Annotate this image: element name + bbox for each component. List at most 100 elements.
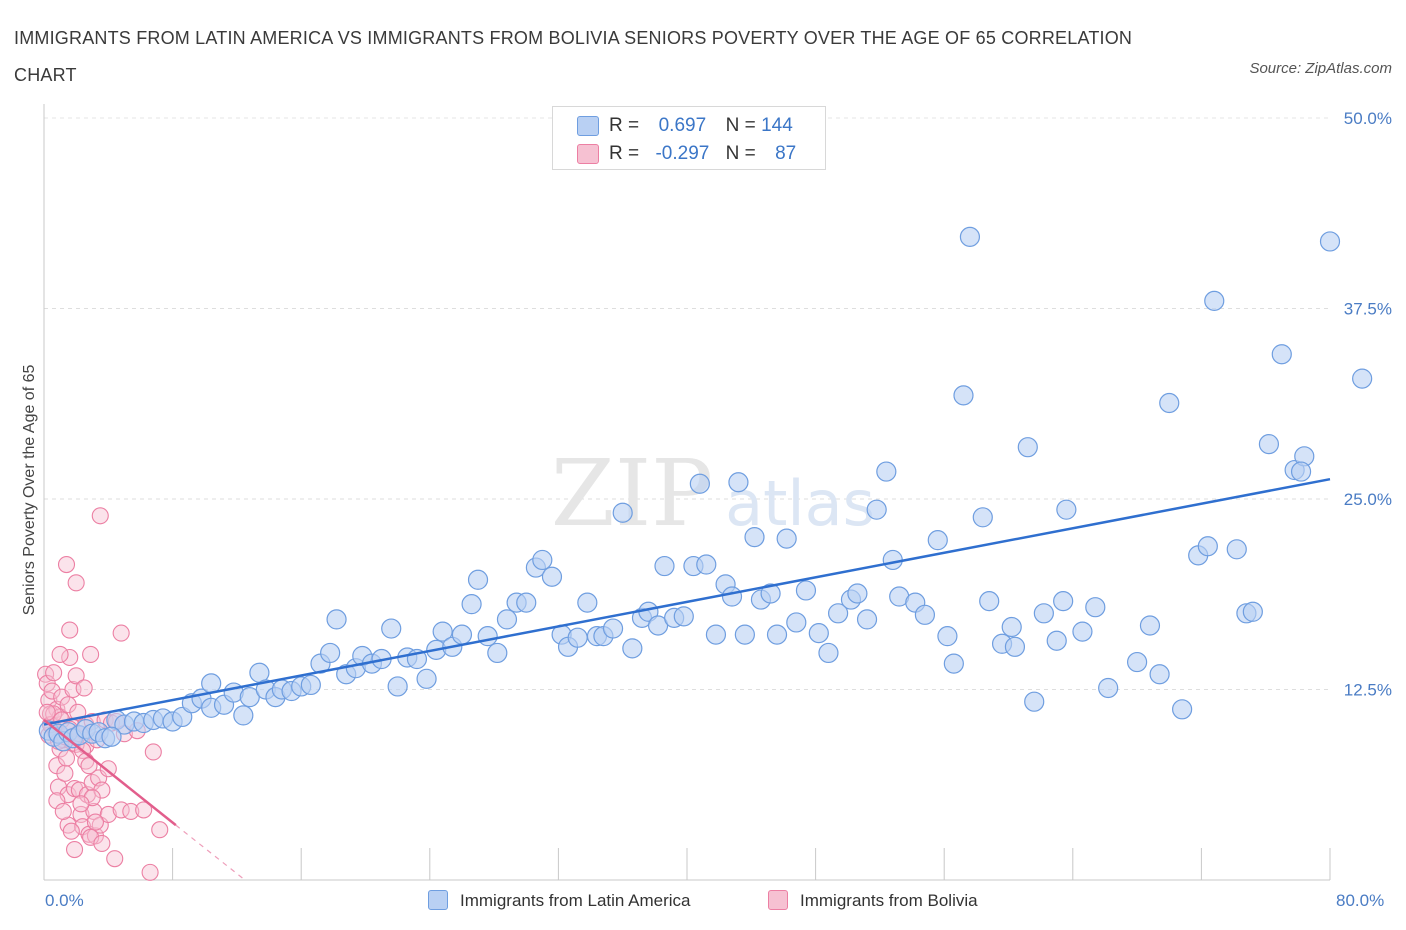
series-legend-bolivia: Immigrants from Bolivia (768, 890, 978, 911)
data-point-bolivia (75, 679, 93, 697)
gridlines (44, 117, 1330, 690)
legend-swatch-blue (428, 890, 448, 910)
data-point-bolivia (61, 621, 79, 639)
data-point-latin-america (876, 461, 897, 482)
data-point-latin-america (532, 549, 553, 571)
data-point-latin-america (172, 706, 193, 728)
data-point-latin-america (1046, 630, 1067, 651)
chart-title: IMMIGRANTS FROM LATIN AMERICA VS IMMIGRA… (14, 28, 1133, 85)
data-point-latin-america (567, 627, 588, 648)
data-point-bolivia (62, 822, 80, 840)
legend-swatch-blue (577, 116, 599, 136)
data-point-latin-america (1159, 392, 1180, 414)
series-name: Immigrants from Bolivia (800, 891, 978, 910)
data-point-bolivia (57, 555, 76, 574)
data-point-latin-america (1139, 615, 1161, 636)
data-point-latin-america (953, 385, 974, 406)
data-point-latin-america (673, 606, 694, 627)
legend-swatch-pink (768, 890, 788, 910)
data-point-bolivia (99, 805, 117, 824)
data-point-latin-america (696, 554, 717, 575)
stats-legend: R = 0.697 N = 144 R = -0.297 N = 87 (552, 106, 826, 170)
x-tick-label-min: 0.0% (45, 891, 84, 910)
legend-r-label: R = (609, 143, 640, 164)
legend-r-value: 0.697 (658, 115, 707, 136)
data-point-bolivia (54, 802, 72, 820)
data-point-latin-america (233, 705, 254, 726)
data-point-latin-america (577, 592, 598, 613)
trend-line-latin-america (43, 477, 1331, 726)
data-point-latin-america (1319, 231, 1341, 252)
data-point-bolivia (151, 821, 169, 839)
data-point-latin-america (1024, 691, 1045, 712)
data-point-latin-america (1197, 536, 1218, 557)
data-point-bolivia (91, 507, 109, 525)
legend-n-value: 87 (775, 143, 797, 164)
trend-line-bolivia-extension (175, 824, 246, 881)
data-point-latin-america (856, 609, 878, 630)
data-point-latin-america (461, 594, 482, 615)
data-point-latin-america (101, 726, 122, 747)
data-point-latin-america (1352, 368, 1373, 389)
data-point-bolivia (106, 850, 124, 868)
data-point-latin-america (689, 473, 710, 494)
data-point-bolivia (43, 682, 61, 700)
data-point-latin-america (496, 609, 518, 630)
trend-line-bolivia (43, 719, 177, 827)
data-point-latin-america (1098, 677, 1119, 699)
data-point-latin-america (516, 592, 537, 613)
data-point-latin-america (320, 642, 341, 664)
y-tick-label: 12.5% (1344, 681, 1392, 700)
data-point-latin-america (654, 555, 675, 577)
data-point-latin-america (1271, 344, 1292, 365)
data-point-latin-america (760, 583, 781, 604)
data-point-latin-america (721, 586, 743, 607)
data-point-latin-america (866, 499, 887, 520)
data-point-bolivia (122, 802, 140, 820)
data-point-latin-america (1053, 591, 1074, 612)
data-point-latin-america (882, 549, 903, 571)
data-point-latin-america (828, 603, 849, 624)
data-point-latin-america (249, 662, 270, 683)
data-point-latin-america (612, 502, 633, 523)
data-point-latin-america (847, 583, 868, 604)
data-point-bolivia (65, 840, 84, 859)
legend-r-value: -0.297 (655, 143, 710, 164)
data-point-bolivia (61, 648, 79, 667)
data-point-latin-america (734, 624, 755, 645)
data-point-bolivia (82, 645, 100, 663)
data-point-latin-america (326, 609, 347, 630)
data-point-latin-america (914, 604, 936, 625)
data-point-latin-america (1149, 664, 1170, 685)
axes (43, 104, 1331, 881)
data-point-bolivia (51, 645, 69, 663)
data-point-latin-america (1001, 616, 1022, 638)
data-point-latin-america (477, 626, 498, 647)
data-point-latin-america (1033, 603, 1054, 624)
data-point-bolivia (141, 863, 159, 881)
data-point-latin-america (1172, 699, 1193, 720)
data-point-latin-america (1258, 434, 1280, 455)
data-point-latin-america (1004, 636, 1026, 657)
data-point-latin-america (467, 569, 489, 590)
data-point-latin-america (795, 580, 817, 601)
data-point-latin-america (416, 668, 437, 689)
data-point-latin-america (943, 653, 964, 674)
source-note: Source: ZipAtlas.com (1249, 60, 1392, 77)
data-point-latin-america (1085, 597, 1106, 618)
data-point-latin-america (1126, 651, 1148, 673)
y-tick-label: 25.0% (1344, 490, 1392, 509)
data-point-latin-america (1056, 499, 1077, 520)
data-point-bolivia (67, 574, 85, 592)
data-point-latin-america (387, 676, 408, 697)
data-point-latin-america (744, 526, 765, 548)
data-point-bolivia (72, 795, 90, 813)
data-point-latin-america (451, 624, 473, 645)
y-tick-label: 50.0% (1344, 109, 1392, 128)
data-point-latin-america (728, 472, 749, 493)
bolivia-points (37, 507, 169, 881)
data-point-latin-america (602, 618, 624, 639)
data-point-latin-america (972, 507, 993, 528)
trend-lines (43, 477, 1331, 881)
y-tick-label: 37.5% (1344, 300, 1392, 319)
